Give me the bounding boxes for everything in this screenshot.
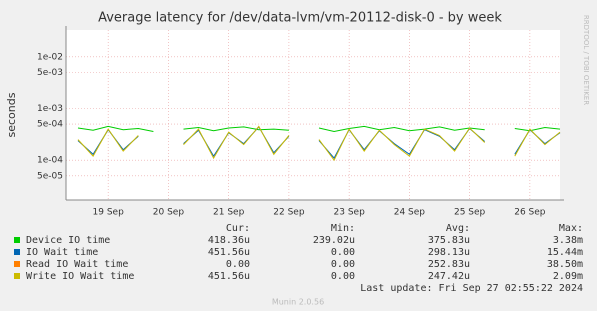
legend-header: Cur: [226, 223, 250, 234]
legend-stat: 375.83u [428, 235, 470, 246]
legend-header: Max: [559, 223, 583, 234]
legend-stat: 38.50m [547, 259, 583, 270]
x-tick-label: 23 Sep [334, 208, 366, 218]
legend-label: Write IO Wait time [26, 271, 134, 282]
y-tick-label: 5e-03 [37, 68, 63, 78]
legend-stat: 0.00 [331, 259, 355, 270]
legend-label: Device IO time [26, 235, 110, 246]
legend-stat: 15.44m [547, 247, 583, 258]
legend-header: Avg: [446, 223, 470, 234]
legend-label: Read IO Wait time [26, 259, 128, 270]
legend-swatch [14, 237, 20, 243]
legend-stat: 239.02u [313, 235, 355, 246]
chart-title: Average latency for /dev/data-lvm/vm-201… [98, 11, 502, 26]
legend-stat: 451.56u [208, 271, 250, 282]
series-line [77, 125, 561, 133]
legend-stat: 418.36u [208, 235, 250, 246]
legend-stat: 298.13u [428, 247, 470, 258]
legend-swatch [14, 261, 20, 267]
legend-swatch [14, 273, 20, 279]
last-update: Last update: Fri Sep 27 02:55:22 2024 [360, 283, 583, 294]
x-tick-label: 20 Sep [153, 208, 185, 218]
footer: Munin 2.0.56 [272, 298, 324, 307]
legend-swatch [14, 249, 20, 255]
legend-header: Min: [331, 223, 355, 234]
y-axis-label: seconds [5, 92, 18, 137]
x-tick-label: 22 Sep [273, 208, 305, 218]
legend-stat: 451.56u [208, 247, 250, 258]
legend-stat: 247.42u [428, 271, 470, 282]
legend-label: IO Wait time [26, 247, 98, 258]
plot-area [66, 30, 560, 200]
series-line [77, 125, 561, 162]
y-tick-label: 5e-05 [37, 171, 63, 181]
y-tick-label: 5e-04 [37, 120, 63, 130]
y-tick-label: 1e-04 [37, 156, 63, 166]
legend-stat: 0.00 [331, 247, 355, 258]
side-note: RRDTOOL / TOBI OETIKER [582, 15, 590, 105]
legend-stat: 0.00 [331, 271, 355, 282]
x-tick-label: 26 Sep [514, 208, 546, 218]
legend-stat: 0.00 [226, 259, 250, 270]
x-tick-label: 19 Sep [93, 208, 125, 218]
x-tick-label: 21 Sep [213, 208, 245, 218]
y-tick-label: 1e-03 [37, 104, 63, 114]
legend-stat: 252.83u [428, 259, 470, 270]
y-tick-label: 1e-02 [37, 52, 63, 62]
legend-stat: 2.09m [553, 271, 583, 282]
legend-stat: 3.38m [553, 235, 583, 246]
x-tick-label: 25 Sep [454, 208, 486, 218]
x-tick-label: 24 Sep [394, 208, 426, 218]
